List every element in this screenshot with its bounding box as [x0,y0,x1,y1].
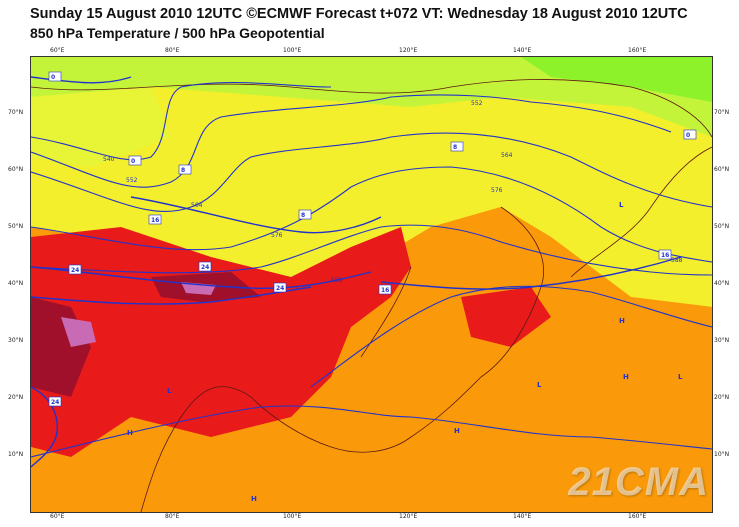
lat-label-right: 30°N [714,337,730,344]
contour-588-south [310,285,712,388]
contour-labels: 540 552 564 576 588 552 564 576 588 0 0 8 16 24 24 24 16… [48,71,697,407]
lat-label-left: 60°N [8,166,24,173]
geopotential-label: 540 [103,156,115,163]
lon-label-bottom: 100°E [283,513,302,520]
geopotential-contours [31,82,712,458]
band-red-east [461,287,551,347]
svg-text:8: 8 [181,167,185,174]
temp-24b [31,386,58,468]
svg-text:0: 0 [51,74,55,81]
map-canvas: H L H L H H L H L 540 552 564 576 588 552 564 576 588 0 0 8… [31,57,712,512]
contour-588 [31,224,712,276]
pressure-center-h: H [251,495,257,503]
temperature-label: 8 [178,164,192,175]
coastline [31,79,712,512]
temperature-label: 16 [378,284,392,295]
svg-text:16: 16 [661,252,669,259]
lat-label-left: 30°N [8,337,24,344]
svg-text:24: 24 [276,285,284,292]
lon-label-top: 140°E [513,47,532,54]
temperature-label: 0 [48,71,62,82]
contour-540 [31,82,332,161]
svg-text:24: 24 [51,399,59,406]
contour-tropics [31,405,712,458]
svg-text:24: 24 [201,264,209,271]
temperature-label: 24 [198,261,212,272]
contour-552 [31,94,672,188]
temperature-label: 24 [48,396,62,407]
lon-label-bottom: 120°E [399,513,418,520]
temperature-label: 16 [148,214,162,225]
svg-text:8: 8 [301,212,305,219]
lon-label-top: 60°E [50,47,65,54]
band-hot [61,317,96,347]
lat-label-right: 10°N [714,451,730,458]
geopotential-label: 576 [491,187,503,194]
temperature-label: 8 [450,141,464,152]
lat-label-right: 20°N [714,394,730,401]
contour-564 [31,132,712,213]
geopotential-label: 588 [331,277,343,284]
svg-text:0: 0 [131,158,135,165]
lat-label-right: 70°N [714,109,730,116]
pressure-center-h: H [454,427,460,435]
pressure-center-h: H [623,373,629,381]
lon-label-bottom: 80°E [165,513,180,520]
svg-text:8: 8 [453,144,457,151]
lon-label-top: 100°E [283,47,302,54]
svg-text:24: 24 [71,267,79,274]
temp-16 [31,266,372,290]
band-yellow [31,57,712,307]
geopotential-label: 552 [471,100,483,107]
lon-label-bottom: 160°E [628,513,647,520]
band-lightgreen [31,57,712,137]
lat-label-left: 10°N [8,451,24,458]
temperature-label: 8 [298,209,312,220]
lat-label-left: 40°N [8,280,24,287]
geopotential-label: 588 [671,257,683,264]
temperature-label: 24 [273,282,287,293]
svg-text:0: 0 [686,132,690,139]
lon-label-top: 80°E [165,47,180,54]
pressure-center-l: L [619,201,624,209]
pressure-center-l: L [537,381,542,389]
geopotential-label: 552 [126,177,138,184]
temp-0 [31,76,132,84]
chart-subtitle: 850 hPa Temperature / 500 hPa Geopotenti… [30,25,325,41]
temp-8 [130,196,382,234]
contour-576 [31,166,712,263]
temperature-contours [31,76,682,468]
svg-text:16: 16 [151,217,159,224]
pressure-centers: H L H L H H L H L [127,201,683,503]
lat-label-left: 50°N [8,223,24,230]
chart-title: Sunday 15 August 2010 12UTC ©ECMWF Forec… [30,6,688,22]
lon-label-bottom: 140°E [513,513,532,520]
lat-label-left: 70°N [8,109,24,116]
lon-label-top: 120°E [399,47,418,54]
geopotential-label: 564 [501,152,513,159]
temp-16b [380,256,682,290]
svg-text:16: 16 [381,287,389,294]
temperature-label: 0 [683,129,697,140]
lat-label-left: 20°N [8,394,24,401]
pressure-center-h: H [619,317,625,325]
lat-label-right: 40°N [714,280,730,287]
lat-label-right: 50°N [714,223,730,230]
temperature-label: 24 [68,264,82,275]
pressure-center-l: L [167,387,172,395]
pressure-center-l: L [678,373,683,381]
geopotential-label: 576 [271,232,283,239]
temperature-label: 0 [128,155,142,166]
band-green [521,57,712,102]
lon-label-top: 160°E [628,47,647,54]
pressure-center-h: H [127,429,133,437]
geopotential-label: 564 [191,202,203,209]
temperature-label: 16 [658,249,672,260]
lon-label-bottom: 60°E [50,513,65,520]
watermark: 21CMA [568,460,709,504]
band-yellow-left [31,87,171,167]
lat-label-right: 60°N [714,166,730,173]
forecast-map: H L H L H H L H L 540 552 564 576 588 552 564 576 588 0 0 8… [30,56,713,513]
